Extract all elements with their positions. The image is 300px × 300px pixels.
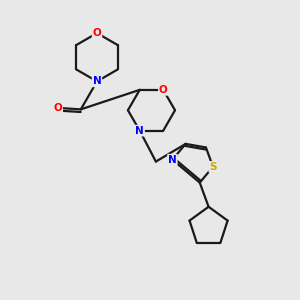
Text: O: O bbox=[53, 103, 62, 113]
Text: N: N bbox=[135, 126, 144, 136]
Text: N: N bbox=[168, 155, 177, 165]
Text: O: O bbox=[93, 28, 101, 38]
Text: S: S bbox=[209, 162, 217, 172]
Text: N: N bbox=[93, 76, 101, 86]
Text: O: O bbox=[159, 85, 168, 95]
